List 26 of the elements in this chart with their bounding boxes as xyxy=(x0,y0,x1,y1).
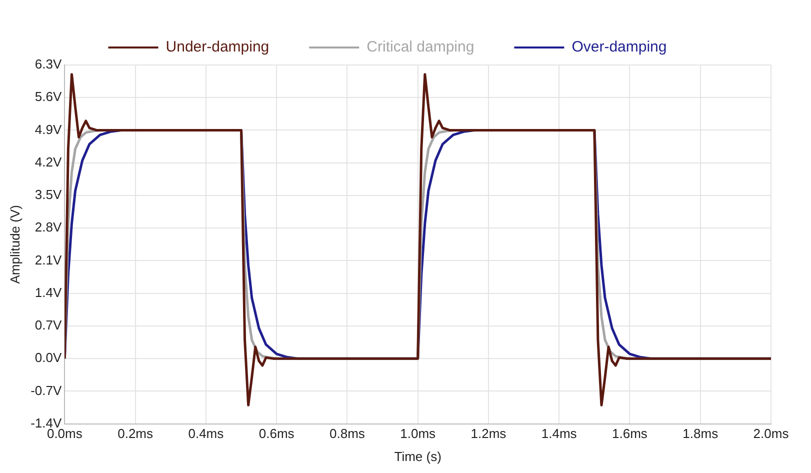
y-tick-label: 2.1V xyxy=(34,252,62,268)
legend-label: Critical damping xyxy=(366,38,474,56)
legend-label: Under-damping xyxy=(166,38,270,56)
y-tick-label: 2.8V xyxy=(34,220,62,235)
x-tick-label: 0.6ms xyxy=(258,426,295,442)
legend-label: Over-damping xyxy=(572,38,667,56)
x-tick-label: 0.4ms xyxy=(188,426,224,442)
x-tick-label: 0.8ms xyxy=(330,426,366,442)
x-tick-label: 0.2ms xyxy=(118,426,154,442)
y-tick-label: 0.7V xyxy=(34,318,62,333)
y-tick-label: 4.2V xyxy=(34,154,62,170)
x-tick-label: 1.4ms xyxy=(541,426,578,442)
x-tick-label: 1.2ms xyxy=(470,426,507,442)
x-tick-label: 1.0ms xyxy=(400,426,436,442)
y-tick-label: 5.6V xyxy=(34,89,62,104)
y-tick-label: -0.7V xyxy=(30,382,62,398)
x-tick-label: 1.6ms xyxy=(612,426,648,442)
x-tick-label: 1.8ms xyxy=(682,426,719,442)
y-tick-label: 6.3V xyxy=(34,56,62,72)
y-tick-label: 0.0V xyxy=(34,350,62,366)
y-axis-title: Amplitude (V) xyxy=(7,205,22,284)
y-tick-label: 1.4V xyxy=(34,284,62,300)
y-tick-label: 3.5V xyxy=(34,187,62,202)
x-axis-title: Time (s) xyxy=(394,448,442,464)
y-tick-label: 4.9V xyxy=(34,122,62,137)
x-tick-label: 2.0ms xyxy=(753,426,790,442)
